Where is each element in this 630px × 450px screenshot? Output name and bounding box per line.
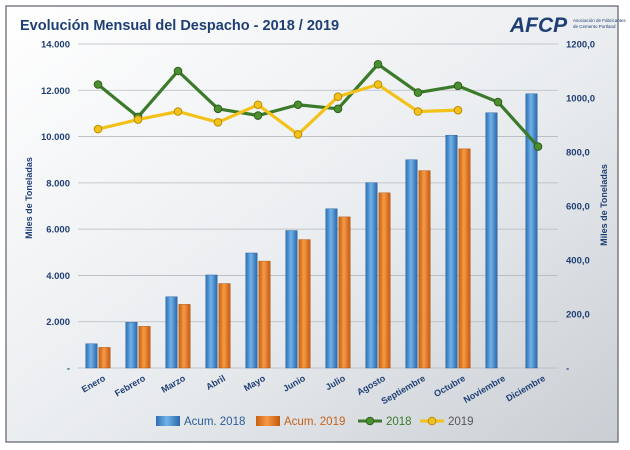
y-left-tick-label: 4.000 <box>46 271 70 282</box>
afcp-logo: AFCP Asociación de Fabricantes de Cement… <box>509 14 627 37</box>
bar-acum-2019 <box>338 216 351 369</box>
line-2018-point <box>173 66 183 76</box>
line-2019-point <box>133 115 143 124</box>
y-left-tick-label: 12.000 <box>41 86 70 97</box>
chart-background <box>5 5 619 443</box>
y-left-tick-label: 2.000 <box>46 317 70 328</box>
line-2019-point <box>293 130 303 139</box>
line-2019-point <box>173 107 183 116</box>
bar-acum-2018 <box>405 159 418 369</box>
line-2019-point <box>373 80 383 89</box>
bar-acum-2019 <box>178 304 191 369</box>
bar-acum-2018 <box>365 182 378 369</box>
line-2018-point <box>333 104 343 114</box>
line-2018-point <box>253 111 263 120</box>
y-axis-left-label: Miles de Toneladas <box>24 157 34 239</box>
logo-text: AFCP <box>509 14 568 37</box>
line-2018-point <box>493 97 503 107</box>
line-2018 <box>96 62 540 148</box>
line-2018-point <box>93 80 103 89</box>
bar-acum-2019 <box>378 192 391 369</box>
line-2019 <box>97 82 459 137</box>
bar-acum-2019 <box>418 170 431 369</box>
bar-acum-2018 <box>205 274 218 369</box>
line-2019-point <box>453 105 463 115</box>
legend-marker-2019 <box>427 416 437 426</box>
bar-acum-2018 <box>125 321 138 369</box>
legend-label-acum-2018: Acum. 2018 <box>184 416 245 428</box>
chart-title: Evolución Mensual del Despacho - 2018 / … <box>20 18 339 34</box>
line-2019-point <box>93 124 103 134</box>
y-right-tick-label: - <box>566 364 569 375</box>
line-2018-point <box>213 104 223 114</box>
line-series <box>93 59 543 151</box>
bar-acum-2019 <box>138 326 151 369</box>
bar-acum-2019 <box>458 148 471 369</box>
legend-swatch-acum-2019 <box>256 416 280 426</box>
line-2018-point <box>373 59 383 69</box>
line-2019-point <box>213 118 223 127</box>
y-left-tick-label: 14.000 <box>41 40 70 51</box>
legend-label-2019: 2019 <box>448 416 474 428</box>
y-right-tick-label: 200,0 <box>566 310 590 321</box>
y-axis-right-label: Miles de Toneladas <box>599 164 609 246</box>
bar-acum-2018 <box>445 134 458 369</box>
legend-marker-2018 <box>365 416 375 426</box>
bar-acum-2018 <box>245 252 258 369</box>
y-left-tick-label: 10.000 <box>41 132 70 143</box>
line-2018-point <box>413 88 423 97</box>
bar-acum-2018 <box>165 296 178 369</box>
bar-acum-2018 <box>285 230 298 369</box>
legend-label-2018: 2018 <box>386 416 412 428</box>
bar-acum-2019 <box>98 347 111 369</box>
y-right-tick-label: 400,0 <box>566 256 590 267</box>
logo-tagline-1: Asociación de Fabricantes <box>573 18 627 23</box>
line-2019-point <box>253 100 263 110</box>
y-right-tick-label: 1200,0 <box>566 40 595 51</box>
line-2019-point <box>413 107 423 116</box>
y-right-tick-label: 1000,0 <box>566 94 595 105</box>
legend-swatch-acum-2018 <box>156 416 180 426</box>
bar-series <box>85 93 538 369</box>
bar-acum-2018 <box>485 112 498 369</box>
y-left-tick-label: 6.000 <box>46 225 70 236</box>
legend-label-acum-2019: Acum. 2019 <box>284 416 345 428</box>
bar-acum-2019 <box>258 260 271 369</box>
grid-lines <box>78 43 558 369</box>
bar-acum-2019 <box>218 283 231 369</box>
y-right-tick-label: 800,0 <box>566 148 590 159</box>
bar-acum-2019 <box>298 239 311 369</box>
line-2018-point <box>533 142 543 151</box>
y-right-tick-label: 600,0 <box>566 202 590 213</box>
logo-tagline-2: de Cemento Portland <box>573 24 616 29</box>
line-2019-point <box>333 92 343 101</box>
y-axis-right-ticks: - 200,0 400,0 600,0 800,0 1000,0 1200,0 <box>566 40 595 375</box>
y-left-tick-label: 8.000 <box>46 178 70 189</box>
bar-acum-2018 <box>325 208 338 369</box>
bar-acum-2018 <box>85 343 98 369</box>
y-axis-left-ticks: - 2.000 4.000 6.000 8.000 10.000 12.000 14.000 <box>41 40 70 375</box>
bar-acum-2018 <box>525 93 538 369</box>
legend: Acum. 2018 Acum. 2019 2018 2019 <box>156 416 474 428</box>
line-2018-point <box>293 100 303 110</box>
y-left-tick-label: - <box>67 364 70 375</box>
line-2018-point <box>453 81 463 91</box>
